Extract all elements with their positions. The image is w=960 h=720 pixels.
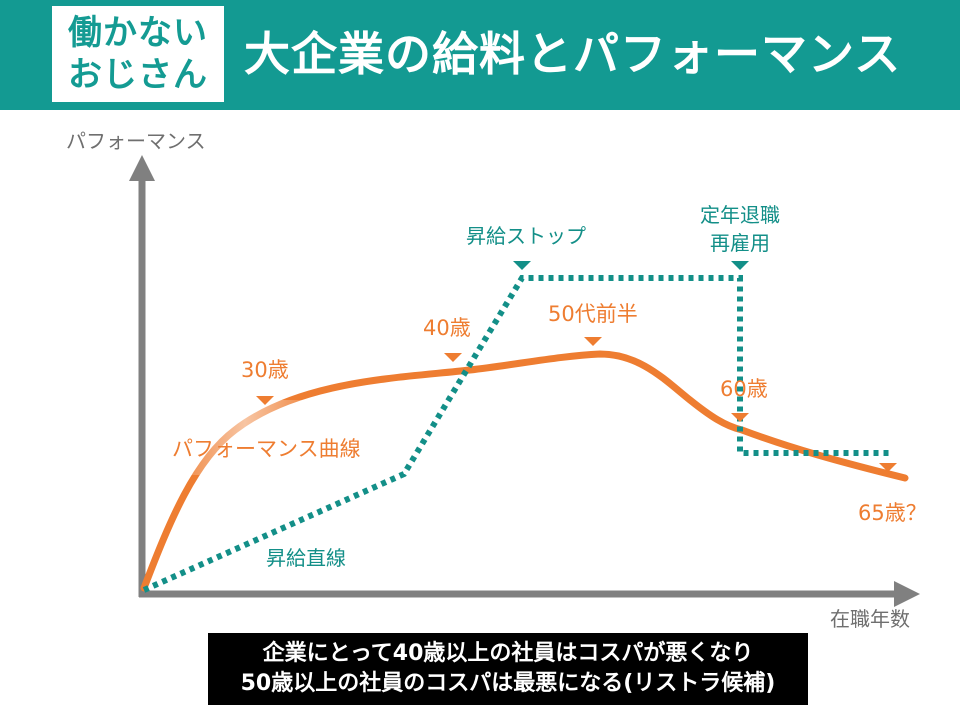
raise-stop-label: 昇給ストップ <box>466 224 586 248</box>
marker-40-icon <box>444 353 462 362</box>
x-axis-arrow-icon <box>894 581 920 607</box>
marker-65-icon <box>879 463 897 472</box>
performance-diagram <box>129 155 920 607</box>
header-badge: 働かない おじさん <box>52 6 224 102</box>
milestone-40: 40歳 <box>423 316 471 340</box>
marker-raise-stop-icon <box>513 261 531 270</box>
header-bar: 働かない おじさん 大企業の給料とパフォーマンス <box>0 0 960 110</box>
milestone-50s: 50代前半 <box>548 302 638 326</box>
caption-box: 企業にとって40歳以上の社員はコスパが悪くなり 50歳以上の社員のコスパは最悪に… <box>208 633 808 705</box>
rehire-label: 再雇用 <box>710 231 770 255</box>
curve-label-highlight <box>165 400 325 475</box>
salary-line-label: 昇給直線 <box>266 546 346 570</box>
milestone-30: 30歳 <box>241 358 289 382</box>
badge-line-1: 働かない <box>68 13 208 53</box>
y-axis-label: パフォーマンス <box>66 129 206 153</box>
marker-30-icon <box>256 396 274 405</box>
badge-line-2: おじさん <box>68 55 208 95</box>
marker-retire-icon <box>731 261 749 270</box>
performance-curve-label: パフォーマンス曲線 <box>172 437 361 461</box>
caption-line-1: 企業にとって40歳以上の社員はコスパが悪くなり <box>262 641 754 666</box>
marker-50-icon <box>584 337 602 346</box>
page-title: 大企業の給料とパフォーマンス <box>244 27 902 81</box>
retirement-label: 定年退職 <box>700 203 780 227</box>
x-axis-label: 在職年数 <box>830 607 910 631</box>
marker-60-icon <box>731 413 749 422</box>
milestone-60: 60歳 <box>720 377 768 401</box>
milestone-65: 65歳？ <box>858 501 927 525</box>
y-axis-arrow-icon <box>129 155 155 181</box>
salary-line <box>142 275 890 593</box>
caption-line-2: 50歳以上の社員のコスパは最悪になる(リストラ候補) <box>240 671 776 696</box>
